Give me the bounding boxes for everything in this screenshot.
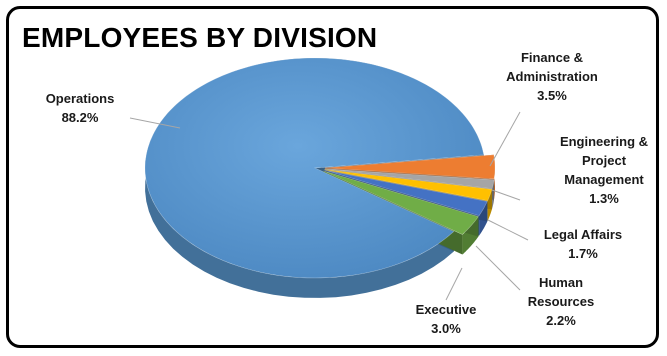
slice-engineering-project-management	[324, 168, 495, 190]
leader-line-finance-administration	[489, 111, 521, 167]
leader-line-legal-affairs	[487, 219, 529, 241]
slice-finance-administration	[324, 154, 496, 180]
slice-executive	[323, 170, 479, 235]
slice-legal-affairs	[324, 169, 493, 202]
leader-line-human-resources	[475, 245, 521, 291]
chart-title: EMPLOYEES BY DIVISION	[22, 22, 378, 53]
data-label-operations: Operations 88.2%	[46, 91, 115, 125]
leader-line-operations	[129, 117, 181, 129]
data-label-finance-administration: Finance & Administration 3.5%	[506, 50, 598, 103]
data-label-engineering-project-management: Engineering & Project Management 1.3%	[560, 134, 648, 206]
data-label-legal-affairs: Legal Affairs 1.7%	[544, 227, 622, 261]
leader-line-engineering-project-management	[491, 189, 521, 201]
leader-line-executive	[445, 267, 463, 301]
data-label-executive: Executive 3.0%	[416, 302, 477, 336]
slice-human-resources	[324, 169, 488, 217]
data-label-human-resources: Human Resources 2.2%	[528, 275, 594, 328]
slice-operations	[144, 57, 485, 279]
